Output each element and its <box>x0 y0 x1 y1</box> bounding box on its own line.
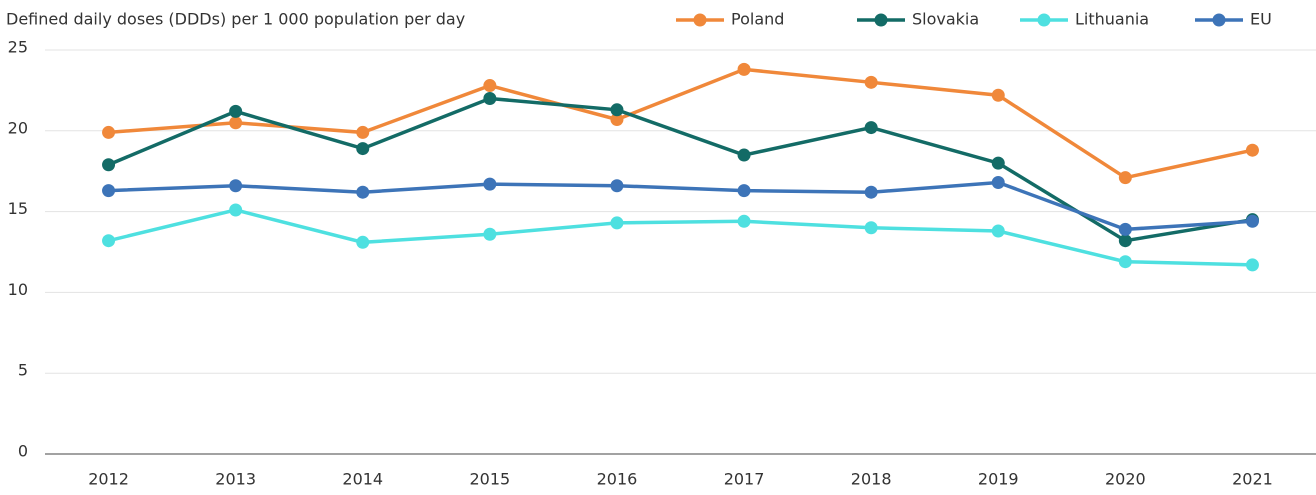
x-tick-label: 2019 <box>978 470 1019 489</box>
data-point <box>102 184 116 198</box>
y-tick-label: 25 <box>8 38 28 57</box>
data-point <box>483 177 497 191</box>
data-point <box>1245 258 1259 272</box>
y-tick-label: 0 <box>18 442 28 461</box>
data-point <box>483 91 497 105</box>
y-tick-label: 5 <box>18 361 28 380</box>
legend-dot <box>1037 13 1051 27</box>
x-tick-label: 2020 <box>1105 470 1146 489</box>
data-point <box>1118 234 1132 248</box>
y-tick-label: 15 <box>8 199 28 218</box>
data-point <box>864 221 878 235</box>
data-point <box>1245 143 1259 157</box>
data-point <box>483 79 497 93</box>
data-point <box>356 185 370 199</box>
data-point <box>864 185 878 199</box>
x-tick-label: 2017 <box>724 470 765 489</box>
data-point <box>864 121 878 135</box>
data-point <box>229 179 243 193</box>
x-tick-label: 2016 <box>597 470 638 489</box>
data-point <box>1118 171 1132 185</box>
data-point <box>737 148 751 162</box>
series-line <box>108 67 1253 180</box>
legend-dot <box>693 13 707 27</box>
series-line <box>107 96 1253 243</box>
y-tick-label: 20 <box>8 118 28 137</box>
data-point <box>356 125 370 139</box>
legend-dot <box>1212 13 1226 27</box>
data-point <box>1118 255 1132 269</box>
data-point <box>991 88 1005 102</box>
x-tick-label: 2018 <box>851 470 892 489</box>
data-point <box>1118 222 1132 236</box>
data-point <box>1245 214 1259 228</box>
data-point <box>356 235 370 249</box>
data-point <box>229 203 243 217</box>
data-point <box>610 179 624 193</box>
legend-label: Lithuania <box>1075 10 1149 29</box>
x-tick-label: 2012 <box>88 470 129 489</box>
series-line <box>108 180 1253 232</box>
x-tick-label: 2014 <box>342 470 383 489</box>
data-point <box>229 104 243 118</box>
legend-label: Slovakia <box>912 10 979 29</box>
data-point <box>991 176 1005 190</box>
series-line <box>108 208 1253 267</box>
data-point <box>737 62 751 76</box>
data-point <box>229 116 243 130</box>
chart-title: Defined daily doses (DDDs) per 1 000 pop… <box>6 10 465 29</box>
x-tick-label: 2021 <box>1232 470 1273 489</box>
data-point <box>737 184 751 198</box>
data-point <box>102 234 116 248</box>
legend-dot <box>874 13 888 27</box>
legend-label: EU <box>1250 10 1272 29</box>
data-point <box>610 103 624 117</box>
data-point <box>483 227 497 241</box>
data-point <box>991 156 1005 170</box>
data-point <box>102 158 116 172</box>
x-tick-label: 2013 <box>215 470 256 489</box>
data-point <box>737 214 751 228</box>
data-point <box>356 142 370 156</box>
data-point <box>610 216 624 230</box>
legend-label: Poland <box>731 10 784 29</box>
data-point <box>991 224 1005 238</box>
data-point <box>102 125 116 139</box>
data-point <box>610 112 624 126</box>
y-tick-label: 10 <box>8 280 28 299</box>
x-tick-label: 2015 <box>469 470 510 489</box>
data-point <box>864 75 878 89</box>
